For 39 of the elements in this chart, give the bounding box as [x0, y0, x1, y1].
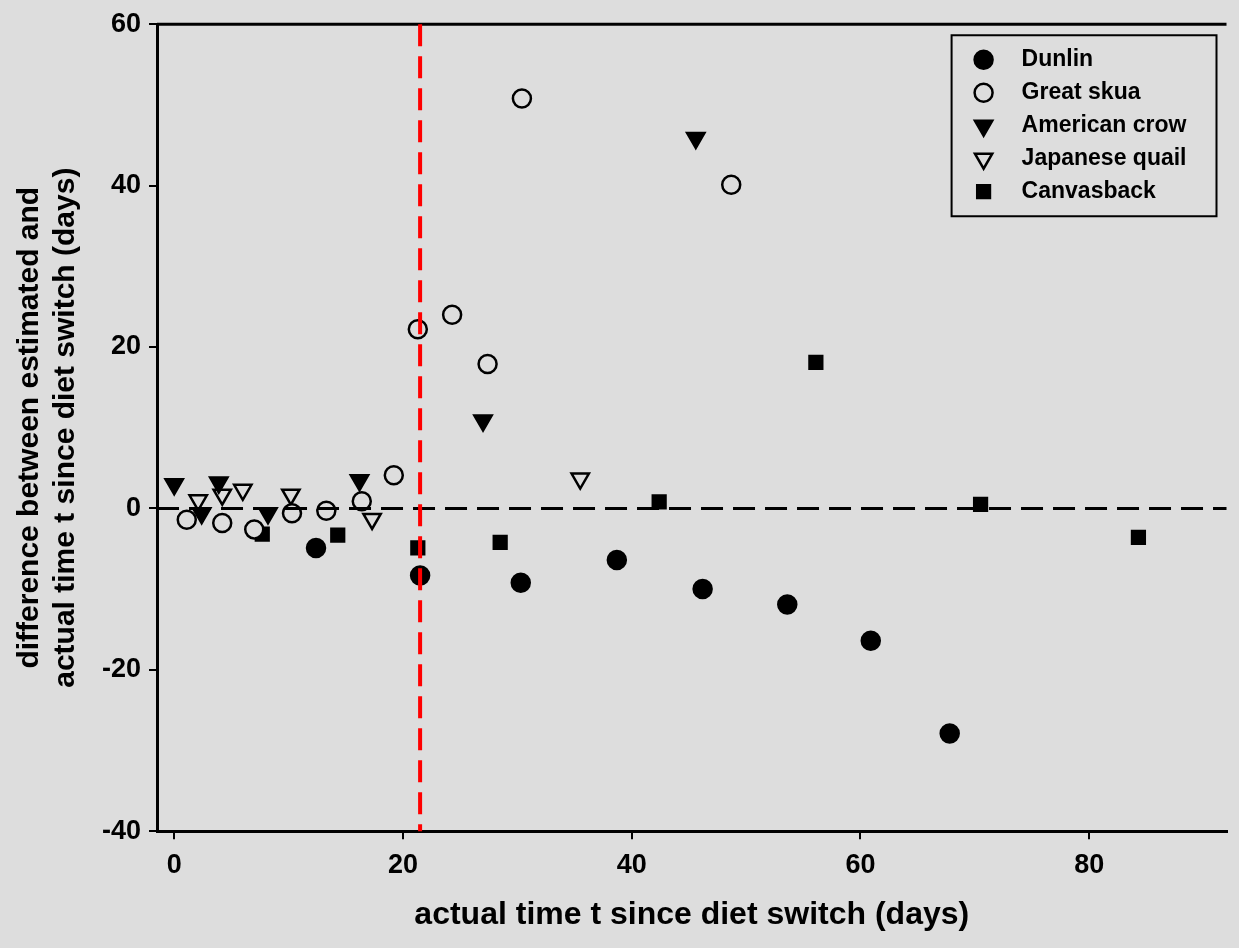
point	[305, 537, 327, 559]
point	[651, 494, 667, 510]
point	[606, 549, 628, 571]
point	[511, 88, 533, 109]
point	[492, 534, 508, 550]
y-tick-label: 20	[110, 330, 142, 361]
legend-label: Japanese quail	[1021, 144, 1187, 171]
y-tick-label: 0	[125, 491, 142, 522]
point	[1130, 529, 1147, 546]
point	[939, 723, 960, 744]
point	[330, 527, 346, 543]
point	[510, 572, 532, 593]
y-tick-label: -20	[101, 653, 142, 684]
point	[808, 354, 824, 370]
y-axis-title: difference between estimated and actual time t since diet switch (days)	[11, 167, 81, 688]
point	[777, 594, 798, 615]
y-tick-label: -40	[101, 814, 142, 845]
x-tick-label: 0	[166, 848, 182, 879]
point	[972, 496, 989, 512]
x-tick-label: 60	[845, 848, 876, 879]
point	[692, 578, 713, 600]
legend-label: American crow	[1021, 111, 1187, 138]
point	[477, 353, 498, 375]
y-tick-label: 40	[110, 169, 142, 200]
legend-label: Canvasback	[1021, 177, 1157, 204]
x-tick-label: 20	[387, 848, 418, 879]
point	[211, 512, 233, 534]
y-tick-label: 60	[110, 7, 142, 38]
legend-label: Great skua	[1021, 78, 1141, 105]
point	[720, 174, 742, 196]
x-axis-title: actual time t since diet switch (days)	[414, 894, 970, 931]
point	[383, 465, 405, 486]
point	[244, 519, 265, 540]
legend-label: Dunlin	[1021, 45, 1094, 72]
point	[860, 630, 882, 651]
x-tick-label: 80	[1074, 848, 1105, 879]
x-tick-label: 40	[616, 848, 647, 879]
point	[176, 509, 198, 530]
point	[441, 304, 463, 325]
